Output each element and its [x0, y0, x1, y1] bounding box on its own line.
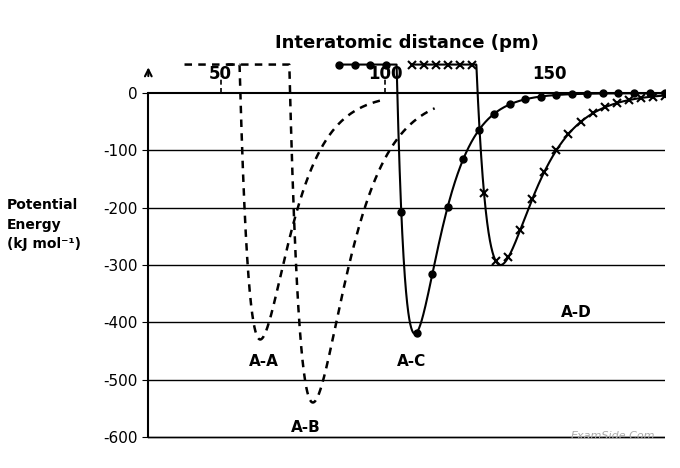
Text: A-B: A-B	[292, 420, 321, 435]
Text: A-A: A-A	[249, 354, 278, 369]
Text: 150: 150	[532, 65, 567, 83]
Title: Interatomic distance (pm): Interatomic distance (pm)	[275, 34, 539, 52]
Text: 100: 100	[368, 65, 403, 83]
Text: A-D: A-D	[561, 305, 592, 320]
Text: 50: 50	[209, 65, 232, 83]
Text: A-C: A-C	[397, 354, 426, 369]
Text: ExamSide.Com: ExamSide.Com	[571, 431, 655, 441]
Text: Potential
Energy
(kJ mol⁻¹): Potential Energy (kJ mol⁻¹)	[7, 198, 81, 251]
